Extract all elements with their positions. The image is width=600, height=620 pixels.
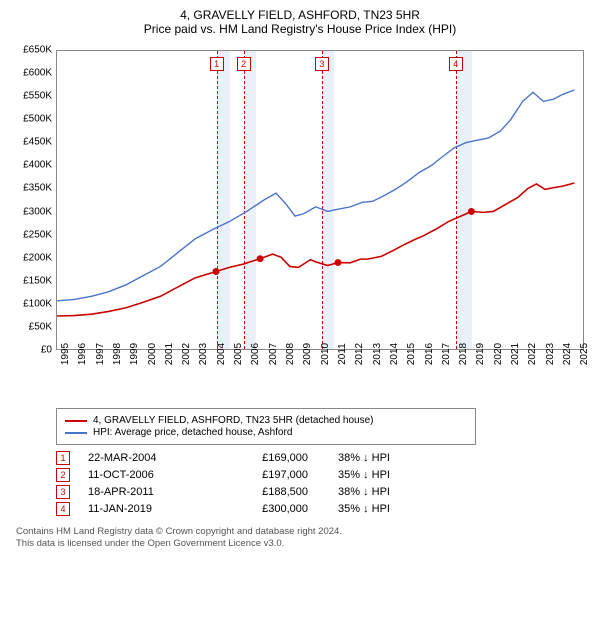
chart-container: £0 £50K £100K £150K £200K £250K £300K £350K £400… xyxy=(8,42,592,402)
transaction-pct: 35% ↓ HPI xyxy=(338,469,428,481)
transaction-point xyxy=(213,268,220,275)
y-axis-tick-label: £100K xyxy=(8,298,52,309)
x-axis-tick-label: 2017 xyxy=(441,343,452,365)
x-axis-tick-label: 2002 xyxy=(181,343,192,365)
transaction-price: £197,000 xyxy=(208,469,308,481)
transaction-pct: 38% ↓ HPI xyxy=(338,486,428,498)
x-axis-tick-label: 2016 xyxy=(424,343,435,365)
transaction-point xyxy=(257,255,264,262)
transaction-row: 1 22-MAR-2004£169,000 38% ↓ HPI xyxy=(56,451,592,465)
x-axis-tick-label: 2022 xyxy=(527,343,538,365)
transaction-price: £188,500 xyxy=(208,486,308,498)
transaction-pct: 35% ↓ HPI xyxy=(338,503,428,515)
x-axis-tick-label: 2003 xyxy=(198,343,209,365)
y-axis-tick-label: £0 xyxy=(8,345,52,356)
x-axis-tick-label: 2013 xyxy=(372,343,383,365)
x-axis-tick-label: 2024 xyxy=(562,343,573,365)
transaction-pct: 38% ↓ HPI xyxy=(338,452,428,464)
transaction-point xyxy=(334,259,341,266)
legend-swatch xyxy=(65,420,87,422)
x-axis-tick-label: 2015 xyxy=(406,343,417,365)
y-axis-tick-label: £600K xyxy=(8,68,52,79)
x-axis-tick-label: 2006 xyxy=(250,343,261,365)
x-axis-tick-label: 2020 xyxy=(493,343,504,365)
x-axis-tick-label: 2012 xyxy=(354,343,365,365)
transactions-table: 1 22-MAR-2004£169,000 38% ↓ HPI 2 11-OCT-200… xyxy=(56,451,592,516)
x-axis-tick-label: 2008 xyxy=(285,343,296,365)
x-axis-tick-label: 2005 xyxy=(233,343,244,365)
x-axis-tick-label: 2001 xyxy=(164,343,175,365)
y-axis-tick-label: £400K xyxy=(8,160,52,171)
transaction-price: £169,000 xyxy=(208,452,308,464)
x-axis-tick-label: 2018 xyxy=(458,343,469,365)
transaction-row-marker: 2 xyxy=(56,468,70,482)
x-axis-tick-label: 2019 xyxy=(475,343,486,365)
x-axis-tick-label: 1996 xyxy=(77,343,88,365)
x-axis-tick-label: 2004 xyxy=(216,343,227,365)
transaction-row-marker: 4 xyxy=(56,502,70,516)
plot-area: 1234 xyxy=(56,50,584,350)
x-axis-tick-label: 2000 xyxy=(147,343,158,365)
y-axis-tick-label: £250K xyxy=(8,229,52,240)
legend-item: 4, GRAVELLY FIELD, ASHFORD, TN23 5HR (de… xyxy=(65,415,467,426)
legend: 4, GRAVELLY FIELD, ASHFORD, TN23 5HR (de… xyxy=(56,408,476,445)
transaction-date: 18-APR-2011 xyxy=(88,486,208,498)
y-axis-tick-label: £50K xyxy=(8,321,52,332)
y-axis-tick-label: £300K xyxy=(8,206,52,217)
title-subtitle: Price paid vs. HM Land Registry's House … xyxy=(8,22,592,36)
legend-label: HPI: Average price, detached house, Ashf… xyxy=(93,427,292,438)
y-axis-tick-label: £450K xyxy=(8,137,52,148)
chart-title: 4, GRAVELLY FIELD, ASHFORD, TN23 5HR Pri… xyxy=(8,8,592,36)
transaction-row: 3 18-APR-2011£188,500 38% ↓ HPI xyxy=(56,485,592,499)
y-axis-tick-label: £650K xyxy=(8,45,52,56)
y-axis-tick-label: £350K xyxy=(8,183,52,194)
footer-attribution: Contains HM Land Registry data © Crown c… xyxy=(16,526,592,550)
x-axis-tick-label: 1995 xyxy=(60,343,71,365)
line-chart-svg xyxy=(57,51,583,349)
x-axis-tick-label: 1998 xyxy=(112,343,123,365)
x-axis-tick-label: 2023 xyxy=(545,343,556,365)
y-axis-tick-label: £500K xyxy=(8,114,52,125)
series-line xyxy=(57,90,574,301)
transaction-row-marker: 1 xyxy=(56,451,70,465)
transaction-date: 22-MAR-2004 xyxy=(88,452,208,464)
transaction-row-marker: 3 xyxy=(56,485,70,499)
transaction-price: £300,000 xyxy=(208,503,308,515)
legend-item: HPI: Average price, detached house, Ashf… xyxy=(65,427,467,438)
x-axis-tick-label: 1999 xyxy=(129,343,140,365)
transaction-row: 4 11-JAN-2019£300,000 35% ↓ HPI xyxy=(56,502,592,516)
x-axis-tick-label: 2010 xyxy=(320,343,331,365)
legend-swatch xyxy=(65,432,87,434)
series-line xyxy=(57,183,574,316)
legend-label: 4, GRAVELLY FIELD, ASHFORD, TN23 5HR (de… xyxy=(93,415,374,426)
y-axis-tick-label: £200K xyxy=(8,252,52,263)
y-axis-tick-label: £150K xyxy=(8,275,52,286)
x-axis-tick-label: 2014 xyxy=(389,343,400,365)
x-axis-tick-label: 2007 xyxy=(268,343,279,365)
transaction-date: 11-JAN-2019 xyxy=(88,503,208,515)
x-axis-tick-label: 2021 xyxy=(510,343,521,365)
y-axis-tick-label: £550K xyxy=(8,91,52,102)
x-axis-tick-label: 2025 xyxy=(579,343,590,365)
transaction-date: 11-OCT-2006 xyxy=(88,469,208,481)
x-axis-tick-label: 2011 xyxy=(337,343,348,365)
title-address: 4, GRAVELLY FIELD, ASHFORD, TN23 5HR xyxy=(8,8,592,22)
x-axis-tick-label: 2009 xyxy=(302,343,313,365)
footer-line1: Contains HM Land Registry data © Crown c… xyxy=(16,526,592,538)
x-axis-tick-label: 1997 xyxy=(95,343,106,365)
transaction-row: 2 11-OCT-2006£197,000 35% ↓ HPI xyxy=(56,468,592,482)
transaction-point xyxy=(468,208,475,215)
footer-line2: This data is licensed under the Open Gov… xyxy=(16,538,592,550)
